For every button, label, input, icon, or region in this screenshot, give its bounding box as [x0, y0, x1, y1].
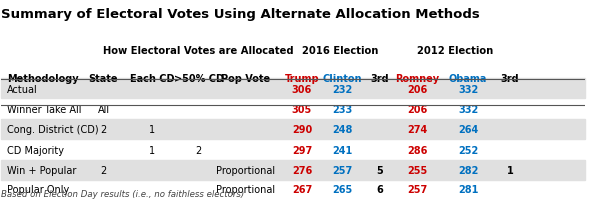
Text: Winner Take All: Winner Take All — [7, 104, 82, 114]
Text: 286: 286 — [407, 145, 428, 155]
Text: 2: 2 — [196, 145, 202, 155]
Text: 297: 297 — [292, 145, 312, 155]
Text: 276: 276 — [292, 165, 312, 175]
Text: Trump: Trump — [284, 74, 319, 83]
Text: 3rd: 3rd — [501, 74, 520, 83]
Text: 281: 281 — [458, 184, 478, 194]
Text: 332: 332 — [458, 84, 478, 94]
Text: 6: 6 — [376, 184, 383, 194]
Text: 1: 1 — [149, 125, 155, 135]
Text: 2016 Election: 2016 Election — [302, 46, 378, 56]
Text: CD Majority: CD Majority — [7, 145, 64, 155]
Text: 3rd: 3rd — [370, 74, 389, 83]
Text: 290: 290 — [292, 125, 312, 135]
Text: 1: 1 — [507, 165, 514, 175]
Text: 2012 Election: 2012 Election — [418, 46, 494, 56]
Text: 274: 274 — [407, 125, 428, 135]
Text: Pop Vote: Pop Vote — [221, 74, 270, 83]
Text: Romney: Romney — [395, 74, 439, 83]
Text: 306: 306 — [292, 84, 312, 94]
Text: Summary of Electoral Votes Using Alternate Allocation Methods: Summary of Electoral Votes Using Alterna… — [1, 7, 480, 20]
Text: 252: 252 — [458, 145, 478, 155]
Text: 282: 282 — [458, 165, 478, 175]
Text: 2: 2 — [100, 165, 107, 175]
Text: Obama: Obama — [449, 74, 487, 83]
Text: 248: 248 — [332, 125, 353, 135]
Text: 233: 233 — [332, 104, 353, 114]
Text: 5: 5 — [376, 165, 383, 175]
Bar — [1, 79, 585, 99]
Text: 232: 232 — [332, 84, 353, 94]
Text: All: All — [97, 104, 110, 114]
Text: How Electoral Votes are Allocated: How Electoral Votes are Allocated — [103, 46, 294, 56]
Text: 332: 332 — [458, 104, 478, 114]
Text: >50% CD: >50% CD — [173, 74, 224, 83]
Text: Each CD: Each CD — [130, 74, 174, 83]
Text: Win + Popular: Win + Popular — [7, 165, 77, 175]
Text: 2: 2 — [100, 125, 107, 135]
Text: Based on Election Day results (i.e., no faithless electors): Based on Election Day results (i.e., no … — [1, 190, 245, 199]
Text: 257: 257 — [332, 165, 353, 175]
Text: Methodology: Methodology — [7, 74, 79, 83]
Text: 206: 206 — [407, 104, 428, 114]
Text: Clinton: Clinton — [323, 74, 362, 83]
Text: 241: 241 — [332, 145, 353, 155]
Text: 264: 264 — [458, 125, 478, 135]
Text: State: State — [89, 74, 118, 83]
Text: 265: 265 — [332, 184, 353, 194]
Text: Actual: Actual — [7, 84, 38, 94]
Text: 206: 206 — [407, 84, 428, 94]
Text: Cong. District (CD): Cong. District (CD) — [7, 125, 99, 135]
Text: Popular Only: Popular Only — [7, 184, 70, 194]
Text: 267: 267 — [292, 184, 312, 194]
Text: 257: 257 — [407, 184, 428, 194]
Text: Proportional: Proportional — [216, 184, 275, 194]
Text: 1: 1 — [149, 145, 155, 155]
Text: 255: 255 — [407, 165, 428, 175]
Bar — [1, 119, 585, 140]
Text: Proportional: Proportional — [216, 165, 275, 175]
Text: 305: 305 — [292, 104, 312, 114]
Bar — [1, 160, 585, 180]
